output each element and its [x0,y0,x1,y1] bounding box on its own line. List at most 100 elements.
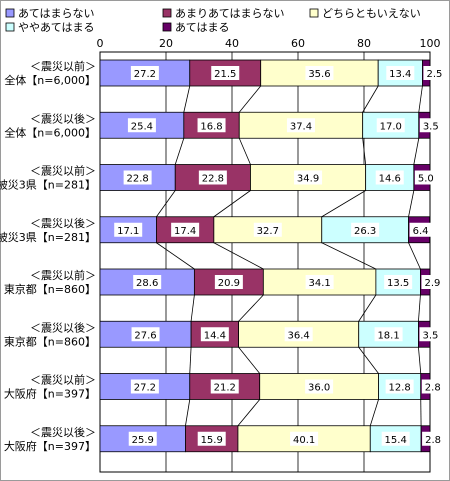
category-label-line1-r5: ＜震災以前＞ [30,268,96,282]
value-label-box [419,327,442,342]
value-label-r4-s1: 17.1 [117,226,139,237]
value-label-box [374,327,403,342]
category-label-line2-r4: 被災3県【n=281】 [0,231,96,244]
connector-line [156,242,195,270]
x-tick-label-60: 60 [291,37,305,50]
legend-swatch-4 [5,22,15,32]
value-label-r5-s1: 28.6 [136,278,158,289]
value-label-r8-s1: 25.9 [132,435,154,446]
value-label-box [421,275,444,289]
value-label-box [305,275,334,289]
connector-line [418,85,423,113]
x-tick-label-100: 100 [420,37,441,50]
value-label-box [294,170,323,185]
value-label-r5-s4: 13.5 [387,278,409,289]
value-label-box [351,222,380,237]
category-label-line2-r6: 東京都【n=860】 [4,334,96,348]
value-label-box [419,118,442,133]
value-label-box [197,431,226,446]
category-label-line2-r7: 大阪府【n=397】 [4,387,96,401]
category-label-line2-r1: 全体【n=6,000】 [4,73,96,87]
value-label-r6-s2: 14.4 [204,330,226,341]
connector-line [358,347,379,374]
connector-line [189,347,192,374]
value-label-r6-s3: 36.4 [288,330,310,341]
value-label-r3-s3: 34.9 [297,174,319,185]
value-label-r7-s3: 36.0 [308,383,330,394]
value-label-r2-s2: 16.8 [200,121,222,132]
connector-line [238,346,261,374]
value-label-box [414,170,437,185]
value-label-box [284,327,313,342]
value-label-r2-s5: 3.5 [423,121,439,132]
connector-line [358,294,377,322]
value-label-box [131,327,160,342]
legend-label-2: あまりあてはまらない [175,7,285,20]
value-label-box [381,431,410,446]
value-label-r5-s3: 34.1 [308,278,330,289]
value-label-box [211,66,240,80]
value-label-box [198,170,227,185]
value-label-box [127,118,156,133]
category-label-line1-r2: ＜震災以後＞ [30,111,96,125]
value-label-r3-s1: 22.8 [126,174,148,185]
value-label-box [171,222,200,237]
category-label-line2-r8: 大阪府【n=397】 [4,439,96,453]
value-label-box [133,275,162,289]
category-label-line1-r3: ＜震災以前＞ [30,164,96,178]
value-label-r4-s5: 6.4 [413,226,429,237]
legend-swatch-3 [309,8,319,18]
value-label-box [422,431,445,446]
value-label-box [375,170,404,185]
value-label-box [128,431,157,446]
value-label-r8-s5: 2.8 [425,435,441,446]
category-label-line1-r1: ＜震災以前＞ [30,59,96,73]
connector-line [183,85,191,113]
value-label-box [290,431,319,446]
connector-line [413,138,420,165]
value-label-r1-s3: 35.6 [308,69,330,80]
bar-segment-r2-s1 [99,111,185,139]
value-label-r5-s2: 20.9 [218,278,240,289]
connector-line [418,347,422,374]
value-label-r7-s2: 21.2 [214,383,236,394]
value-label-r4-s4: 26.3 [354,226,376,237]
connector-line [321,242,377,270]
value-label-box [305,379,334,394]
value-label-box [423,66,446,80]
x-tick-label-0: 0 [97,37,104,50]
category-label-line1-r4: ＜震災以後＞ [30,216,96,230]
value-label-box [385,379,414,394]
connector-line [185,399,191,426]
value-label-r2-s1: 25.4 [131,121,153,132]
connector-line [237,399,261,427]
connector-line [213,190,251,218]
value-label-r2-s4: 17.0 [380,121,402,132]
bar-segment-r8-s3 [237,425,371,453]
value-label-box [114,222,143,237]
value-label-r4-s2: 17.4 [174,226,196,237]
value-label-box [210,379,239,394]
value-label-r6-s1: 27.6 [134,330,156,341]
legend-swatch-5 [162,22,172,32]
value-label-r1-s1: 27.2 [134,69,156,80]
value-label-r3-s5: 5.0 [418,174,434,185]
value-label-box [386,66,415,80]
legend-label-4: ややあてはまる [18,21,95,34]
legend-label-5: あてはまる [175,21,230,34]
value-label-box [421,379,444,394]
connector-line [238,138,251,165]
category-label-line1-r7: ＜震災以前＞ [30,373,96,387]
value-label-r8-s2: 15.9 [201,435,223,446]
value-label-box [384,275,413,289]
connector-line [321,190,366,218]
connector-line [408,242,421,270]
value-label-box [123,170,152,185]
plot-area [99,51,431,473]
value-label-r5-s5: 2.9 [424,278,440,289]
value-label-r4-s3: 32.7 [257,226,279,237]
legend-label-1: あてはまらない [18,7,95,20]
value-label-box [197,118,226,133]
connector-line [362,85,379,113]
